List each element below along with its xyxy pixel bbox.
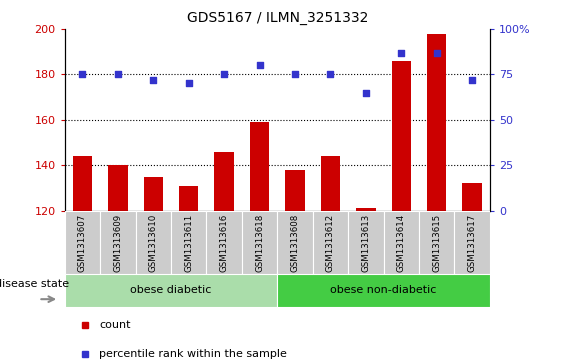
Point [78, 72, 87, 77]
Point [361, 90, 370, 95]
Text: GSM1313613: GSM1313613 [361, 214, 370, 272]
Text: obese non-diabetic: obese non-diabetic [330, 285, 437, 295]
Text: GSM1313615: GSM1313615 [432, 214, 441, 272]
Bar [356, 208, 376, 211]
Bar [278, 274, 490, 307]
Bar [215, 151, 234, 211]
Bar [383, 211, 419, 274]
Bar [73, 156, 92, 211]
Point [184, 81, 193, 86]
Text: GSM1313618: GSM1313618 [255, 214, 264, 272]
Bar [462, 183, 482, 211]
Text: GSM1313612: GSM1313612 [326, 214, 335, 272]
Point [397, 50, 406, 56]
Point [149, 77, 158, 83]
Bar [250, 122, 269, 211]
Text: GSM1313608: GSM1313608 [291, 214, 300, 272]
Point [432, 50, 441, 56]
Point [255, 62, 264, 68]
Text: disease state: disease state [0, 280, 70, 289]
Point [326, 72, 335, 77]
Bar [278, 211, 312, 274]
Point [220, 72, 229, 77]
Bar [65, 211, 100, 274]
Point [468, 77, 477, 83]
Bar [144, 176, 163, 211]
Bar [321, 156, 340, 211]
Bar [108, 165, 128, 211]
Bar [207, 211, 242, 274]
Bar [285, 170, 305, 211]
Point [113, 72, 122, 77]
Text: GSM1313616: GSM1313616 [220, 214, 229, 272]
Text: obese diabetic: obese diabetic [130, 285, 212, 295]
Bar [171, 211, 207, 274]
Text: count: count [100, 320, 131, 330]
Point [291, 72, 300, 77]
Bar [312, 211, 348, 274]
Bar [348, 211, 383, 274]
Bar [100, 211, 136, 274]
Text: percentile rank within the sample: percentile rank within the sample [100, 349, 287, 359]
Text: GSM1313611: GSM1313611 [184, 214, 193, 272]
Bar [427, 33, 446, 211]
Text: GSM1313617: GSM1313617 [468, 214, 477, 272]
Bar [179, 185, 199, 211]
Bar [242, 211, 277, 274]
Bar [136, 211, 171, 274]
Bar [454, 211, 490, 274]
Text: GSM1313610: GSM1313610 [149, 214, 158, 272]
Bar [65, 274, 278, 307]
Title: GDS5167 / ILMN_3251332: GDS5167 / ILMN_3251332 [186, 11, 368, 25]
Bar [419, 211, 454, 274]
Text: GSM1313609: GSM1313609 [113, 214, 122, 272]
Bar [391, 61, 411, 211]
Text: GSM1313607: GSM1313607 [78, 214, 87, 272]
Text: GSM1313614: GSM1313614 [397, 214, 406, 272]
